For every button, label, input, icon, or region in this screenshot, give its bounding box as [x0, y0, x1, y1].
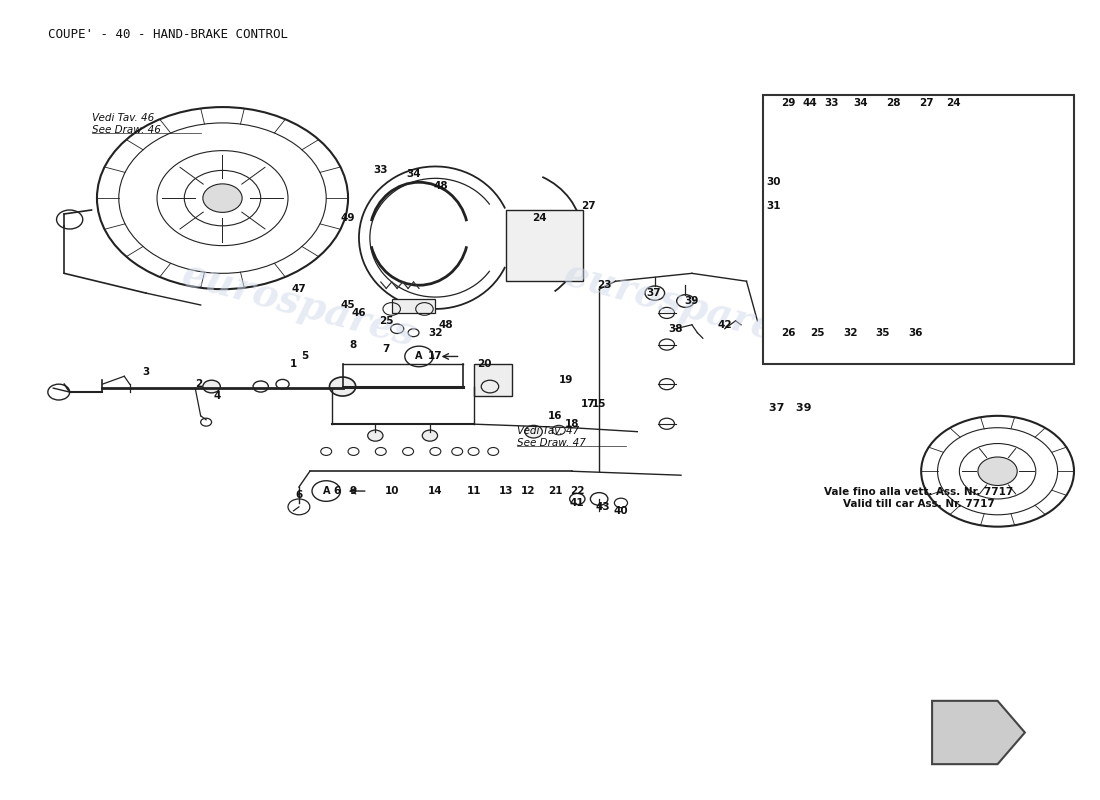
Text: 27: 27 [581, 201, 595, 211]
Text: 23: 23 [597, 280, 612, 290]
Text: 5: 5 [300, 351, 308, 362]
Text: Vale fino alla vett. Ass. Nr. 7717
Valid till car Ass. Nr. 7717: Vale fino alla vett. Ass. Nr. 7717 Valid… [824, 487, 1013, 509]
Text: 32: 32 [428, 328, 442, 338]
Text: 49: 49 [341, 213, 355, 223]
Text: 48: 48 [433, 182, 448, 191]
Text: 37   39: 37 39 [769, 403, 812, 413]
Text: 34: 34 [406, 170, 421, 179]
Text: A: A [415, 351, 422, 362]
Text: 20: 20 [477, 359, 492, 370]
Circle shape [525, 426, 542, 438]
Text: 34: 34 [854, 98, 868, 108]
Text: 26: 26 [781, 328, 795, 338]
Text: 39: 39 [684, 296, 700, 306]
Circle shape [312, 481, 340, 502]
Text: 29: 29 [781, 98, 795, 108]
Text: 45: 45 [341, 300, 355, 310]
Text: eurospares: eurospares [178, 255, 420, 354]
Text: 36: 36 [909, 328, 923, 338]
Text: 17: 17 [428, 351, 442, 362]
Text: 3: 3 [143, 367, 150, 378]
Circle shape [202, 184, 242, 212]
Text: 40: 40 [614, 506, 628, 516]
Text: 21: 21 [548, 486, 563, 496]
Text: 13: 13 [499, 486, 514, 496]
Circle shape [330, 377, 355, 396]
Circle shape [978, 457, 1018, 486]
Text: 47: 47 [292, 284, 306, 294]
Text: A: A [322, 486, 330, 496]
Text: 14: 14 [428, 486, 442, 496]
Text: 10: 10 [385, 486, 399, 496]
Text: 2: 2 [195, 379, 202, 389]
Text: 38: 38 [669, 324, 683, 334]
Text: 16: 16 [548, 411, 563, 421]
Text: 15: 15 [592, 399, 606, 409]
Text: Vedi Tav. 47
See Draw. 47: Vedi Tav. 47 See Draw. 47 [517, 426, 586, 447]
Circle shape [202, 380, 220, 393]
Text: 25: 25 [379, 316, 394, 326]
Text: 48: 48 [439, 320, 453, 330]
Text: 46: 46 [352, 308, 366, 318]
Text: 19: 19 [559, 375, 573, 386]
Text: 43: 43 [595, 502, 609, 512]
Text: 33: 33 [374, 166, 388, 175]
Text: 6: 6 [295, 490, 302, 500]
Circle shape [422, 430, 438, 441]
Text: 37: 37 [647, 288, 661, 298]
Text: 18: 18 [564, 418, 579, 429]
Text: Vedi Tav. 46
See Draw. 46: Vedi Tav. 46 See Draw. 46 [91, 113, 161, 134]
Text: 35: 35 [876, 328, 890, 338]
Text: 27: 27 [920, 98, 934, 108]
Text: 6: 6 [333, 486, 341, 496]
Text: 42: 42 [717, 320, 732, 330]
FancyBboxPatch shape [506, 210, 583, 282]
Text: COUPE' - 40 - HAND-BRAKE CONTROL: COUPE' - 40 - HAND-BRAKE CONTROL [47, 28, 288, 41]
Text: 8: 8 [350, 339, 358, 350]
FancyBboxPatch shape [392, 298, 436, 313]
Text: 44: 44 [802, 98, 817, 108]
Text: 17: 17 [581, 399, 595, 409]
Text: 24: 24 [531, 213, 547, 223]
Circle shape [367, 430, 383, 441]
Text: eurospares: eurospares [560, 255, 802, 354]
Text: 28: 28 [887, 98, 901, 108]
Circle shape [405, 346, 433, 366]
Bar [763, 95, 1074, 364]
Text: 33: 33 [824, 98, 839, 108]
Text: 9: 9 [350, 486, 358, 496]
Text: 12: 12 [521, 486, 536, 496]
Text: 1: 1 [289, 359, 297, 370]
Text: 31: 31 [767, 201, 781, 211]
Text: 41: 41 [570, 498, 584, 508]
Text: 25: 25 [811, 328, 825, 338]
Text: 24: 24 [947, 98, 961, 108]
Text: 11: 11 [466, 486, 481, 496]
Text: 7: 7 [383, 343, 389, 354]
FancyBboxPatch shape [474, 364, 512, 396]
Polygon shape [932, 701, 1025, 764]
Text: 32: 32 [843, 328, 858, 338]
Text: 22: 22 [570, 486, 584, 496]
Text: 30: 30 [767, 178, 781, 187]
Text: 4: 4 [213, 391, 221, 401]
